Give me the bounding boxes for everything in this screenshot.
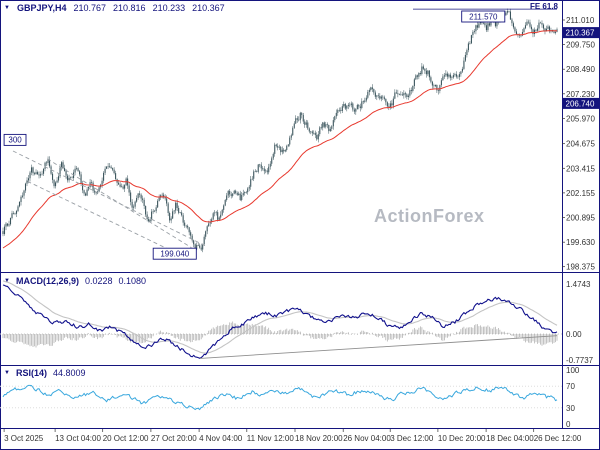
macd-trendline: [200, 335, 558, 359]
fibonacci-extension-label: FE 61.8: [529, 2, 558, 11]
date-axis-label: 4 Nov 04:00: [199, 434, 243, 443]
price-level-badge: [563, 97, 599, 109]
price-level-badge-label: 206.740: [566, 100, 595, 109]
date-axis-label: 18 Nov 20:00: [295, 434, 343, 443]
annotation-box: [152, 247, 197, 260]
actionforex-watermark: ActionForex: [374, 206, 485, 226]
rsi-axis-label: 0: [566, 420, 571, 429]
price-axis-label: 207.230: [566, 90, 595, 99]
chart-header: ▼ GBPJPY,H4 210.767 210.816 210.233 210.…: [4, 3, 225, 13]
annotation-label: 199.040: [160, 250, 189, 259]
price-axis-label: 209.750: [566, 41, 595, 50]
low-value: 210.233: [152, 3, 186, 13]
price-level-badge-label: 210.367: [566, 29, 595, 38]
price-trendline: [27, 180, 192, 261]
close-value: 210.367: [192, 3, 225, 13]
price-axis-label: 198.375: [566, 263, 595, 272]
collapse-macd-icon[interactable]: ▼: [4, 278, 10, 284]
price-axis-label: 200.895: [566, 214, 595, 223]
moving-average-line: [2, 30, 558, 249]
date-axis-label: 11 Nov 12:00: [247, 434, 295, 443]
date-axis-label: 26 Nov 04:00: [343, 434, 391, 443]
date-axis-label: 3 Oct 2025: [4, 434, 44, 443]
date-axis-label: 13 Oct 04:00: [55, 434, 101, 443]
macd-name-label: MACD(12,26,9): [15, 276, 79, 286]
symbol-timeframe-label: GBPJPY,H4: [16, 3, 67, 13]
date-axis-label: 27 Oct 20:00: [151, 434, 197, 443]
rsi-axis-label: 30: [566, 404, 575, 413]
rsi-header: ▼ RSI(14) 44.8009: [4, 368, 86, 378]
date-axis-label: 26 Dec 12:00: [534, 434, 582, 443]
rsi-axis-label: 70: [566, 382, 575, 391]
price-axis-label: 203.415: [566, 164, 595, 173]
rsi-axis-label: 100: [566, 366, 580, 375]
collapse-chart-icon[interactable]: ▼: [4, 5, 10, 11]
annotation-label: 211.570: [469, 12, 498, 21]
price-level-badge: [563, 27, 599, 39]
main-price-panel: [2, 8, 558, 261]
price-axis-label: 205.970: [566, 114, 595, 123]
macd-signal-line: [2, 280, 558, 354]
date-axis-label: 10 Dec 20:00: [438, 434, 486, 443]
rsi-line: [2, 384, 558, 411]
macd-signal-value: 0.1080: [118, 276, 147, 286]
annotation-label: 300: [8, 136, 22, 145]
price-axis-label: 211.010: [566, 16, 595, 25]
macd-axis-label: -0.7737: [566, 356, 594, 365]
macd-axis-label: 0.00: [566, 330, 582, 339]
price-axis-label: 204.675: [566, 140, 595, 149]
macd-header: ▼ MACD(12,26,9) 0.0228 0.1080: [4, 276, 146, 286]
annotation-box: [461, 10, 506, 23]
price-trendline: [12, 150, 206, 247]
macd-axis-label: 1.4743: [566, 280, 591, 289]
rsi-current-value: 44.8009: [52, 368, 86, 378]
macd-panel: [2, 280, 558, 359]
price-trendline: [47, 158, 192, 248]
macd-line: [2, 284, 558, 359]
date-axis-label: 3 Dec 12:00: [390, 434, 434, 443]
date-axis-label: 20 Oct 12:00: [103, 434, 149, 443]
macd-main-value: 0.0228: [84, 276, 113, 286]
open-value: 210.767: [73, 3, 107, 13]
high-value: 210.816: [113, 3, 146, 13]
date-axis-label: 18 Dec 04:00: [486, 434, 534, 443]
rsi-name-label: RSI(14): [15, 368, 47, 378]
price-axis-label: 199.630: [566, 238, 595, 247]
collapse-rsi-icon[interactable]: ▼: [4, 370, 10, 376]
price-axis-label: 202.155: [566, 189, 595, 198]
annotation-box: [3, 133, 27, 146]
price-axis-label: 208.490: [566, 65, 595, 74]
